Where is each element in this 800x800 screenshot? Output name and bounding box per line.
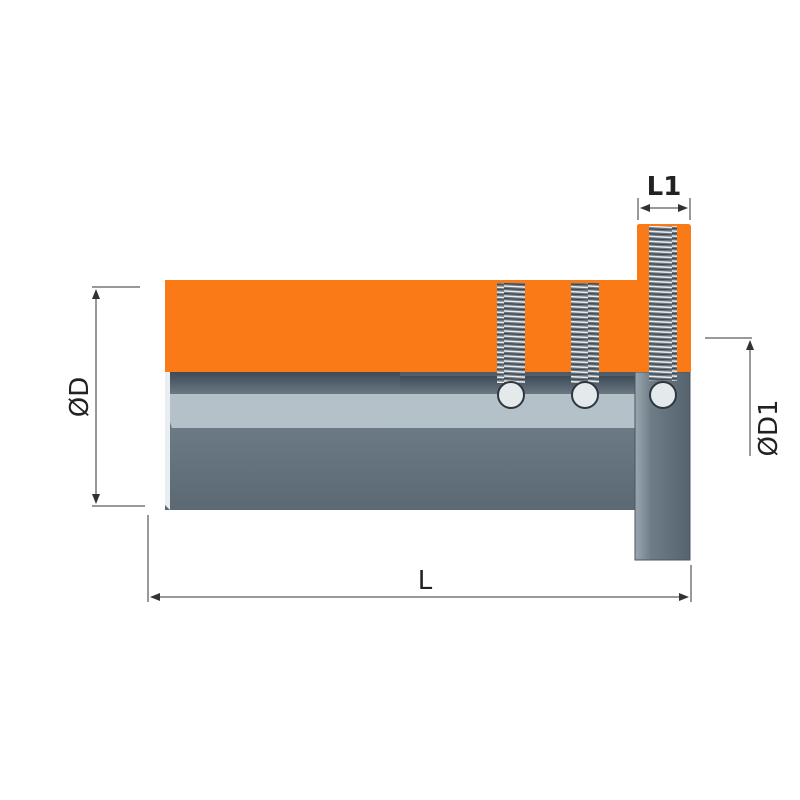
label-length-l: L bbox=[418, 566, 433, 596]
label-diameter-d1: ØD1 bbox=[754, 399, 784, 456]
ball-1 bbox=[497, 381, 525, 409]
screw-thread-1 bbox=[497, 283, 525, 383]
sleeve-chamfer bbox=[165, 372, 170, 510]
sleeve-bore-step bbox=[165, 372, 400, 394]
label-length-l1: L1 bbox=[647, 172, 682, 202]
steel-sleeve bbox=[165, 371, 691, 561]
sleeve-light-band bbox=[166, 394, 637, 428]
orange-body bbox=[165, 224, 691, 372]
screw-thread-2 bbox=[571, 283, 599, 383]
screw-thread-3 bbox=[649, 226, 677, 381]
ball-2 bbox=[571, 381, 599, 409]
label-diameter-d: ØD bbox=[65, 377, 95, 418]
ball-3 bbox=[649, 381, 677, 409]
dimensions bbox=[92, 198, 754, 602]
screws bbox=[497, 226, 677, 409]
